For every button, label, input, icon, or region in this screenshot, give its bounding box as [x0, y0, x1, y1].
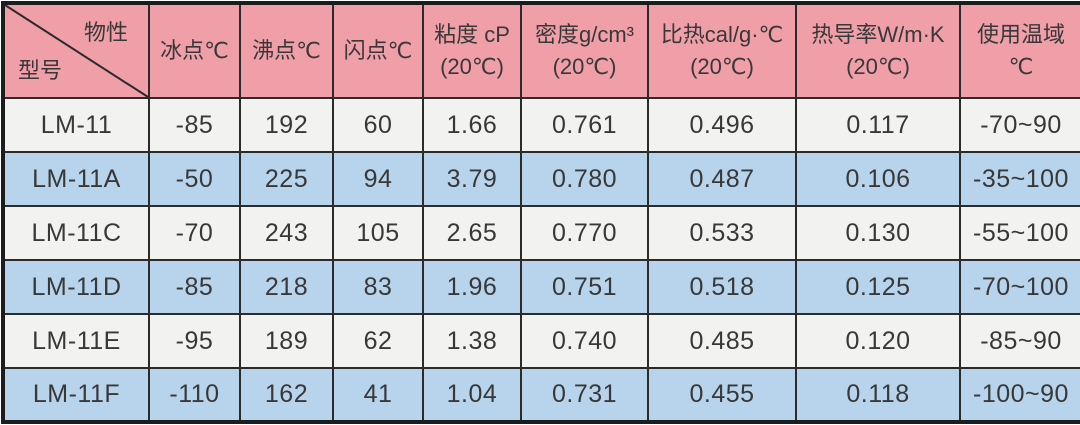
model-cell: LM-11F: [2, 367, 150, 423]
value-cell-boiling-point: 225: [239, 151, 334, 207]
col-header-condition: (20℃): [846, 54, 910, 79]
table-row-lm-11a: LM-11A -50 225 94 3.79 0.780 0.487 0.106…: [2, 151, 1080, 207]
col-header-viscosity: 粘度 cP (20℃): [422, 2, 522, 99]
col-header-label: 沸点℃: [252, 38, 321, 64]
value-cell-flash-point: 105: [332, 205, 424, 261]
value-cell-temp-range: -70~100: [959, 259, 1080, 315]
value-cell-freezing-point: -50: [148, 151, 241, 207]
value-cell-viscosity: 1.38: [422, 313, 522, 369]
value-cell-flash-point: 83: [332, 259, 424, 315]
value-cell-thermal-conductivity: 0.130: [795, 205, 961, 261]
table-row-lm-11d: LM-11D -85 218 83 1.96 0.751 0.518 0.125…: [2, 259, 1080, 315]
value-cell-density: 0.780: [520, 151, 649, 207]
corner-label-property: 物性: [83, 20, 128, 45]
value-cell-viscosity: 3.79: [422, 151, 522, 207]
value-cell-freezing-point: -70: [148, 205, 241, 261]
value-cell-viscosity: 1.66: [422, 97, 522, 153]
value-cell-density: 0.731: [520, 367, 649, 423]
col-header-label: 粘度 cP: [434, 22, 510, 48]
value-cell-density: 0.770: [520, 205, 649, 261]
col-header-condition: ℃: [1008, 54, 1034, 79]
value-cell-density: 0.740: [520, 313, 649, 369]
col-header-label: 冰点℃: [160, 38, 229, 64]
value-cell-boiling-point: 218: [239, 259, 334, 315]
model-cell: LM-11E: [2, 313, 150, 369]
value-cell-temp-range: -85~90: [959, 313, 1080, 369]
value-cell-boiling-point: 192: [239, 97, 334, 153]
value-cell-temp-range: -70~90: [959, 97, 1080, 153]
value-cell-flash-point: 60: [332, 97, 424, 153]
col-header-flash-point: 闪点℃: [332, 2, 424, 99]
value-cell-specific-heat: 0.485: [647, 313, 797, 369]
value-cell-thermal-conductivity: 0.125: [795, 259, 961, 315]
value-cell-viscosity: 1.04: [422, 367, 522, 423]
value-cell-freezing-point: -95: [148, 313, 241, 369]
table-row-lm-11e: LM-11E -95 189 62 1.38 0.740 0.485 0.120…: [2, 313, 1080, 369]
value-cell-specific-heat: 0.533: [647, 205, 797, 261]
model-cell: LM-11C: [2, 205, 150, 261]
col-header-label: 闪点℃: [343, 38, 413, 64]
value-cell-thermal-conductivity: 0.120: [795, 313, 961, 369]
col-header-density: 密度g/cm³ (20℃): [520, 2, 649, 99]
header-row: 物性 型号 冰点℃ 沸点℃ 闪点℃ 粘度 cP (20℃) 密度g/cm³: [2, 2, 1080, 99]
value-cell-density: 0.751: [520, 259, 649, 315]
col-header-label: 使用温域: [976, 22, 1065, 48]
value-cell-specific-heat: 0.455: [647, 367, 797, 423]
value-cell-temp-range: -35~100: [959, 151, 1080, 207]
col-header-label: 密度g/cm³: [534, 22, 634, 48]
diagonal-divider-line: [5, 5, 148, 97]
value-cell-density: 0.761: [520, 97, 649, 153]
value-cell-viscosity: 1.96: [422, 259, 522, 315]
col-header-boiling-point: 沸点℃: [239, 2, 334, 99]
value-cell-thermal-conductivity: 0.118: [795, 367, 961, 423]
value-cell-specific-heat: 0.487: [647, 151, 797, 207]
col-header-freezing-point: 冰点℃: [148, 2, 241, 99]
model-cell: LM-11: [2, 97, 150, 153]
corner-cell: 物性 型号: [2, 2, 150, 99]
value-cell-specific-heat: 0.518: [647, 259, 797, 315]
value-cell-boiling-point: 243: [239, 205, 334, 261]
col-header-condition: (20℃): [552, 54, 617, 79]
table-row-lm-11: LM-11 -85 192 60 1.66 0.761 0.496 0.117 …: [2, 97, 1080, 153]
value-cell-temp-range: -55~100: [959, 205, 1080, 261]
col-header-thermal-conductivity: 热导率W/m·K (20℃): [795, 2, 961, 99]
model-cell: LM-11D: [2, 259, 150, 315]
col-header-label: 热导率W/m·K: [811, 22, 945, 48]
value-cell-temp-range: -100~90: [959, 367, 1080, 423]
value-cell-boiling-point: 162: [239, 367, 334, 423]
value-cell-boiling-point: 189: [239, 313, 334, 369]
col-header-condition: (20℃): [440, 54, 504, 79]
model-cell: LM-11A: [2, 151, 150, 207]
value-cell-flash-point: 94: [332, 151, 424, 207]
col-header-operating-temp-range: 使用温域 ℃: [959, 2, 1080, 99]
value-cell-freezing-point: -85: [148, 97, 241, 153]
corner-label-model: 型号: [18, 58, 63, 84]
table-row-lm-11c: LM-11C -70 243 105 2.65 0.770 0.533 0.13…: [2, 205, 1080, 261]
col-header-condition: (20℃): [690, 54, 754, 79]
value-cell-viscosity: 2.65: [422, 205, 522, 261]
value-cell-specific-heat: 0.496: [647, 97, 797, 153]
value-cell-flash-point: 41: [332, 367, 424, 423]
col-header-label: 比热cal/g·℃: [660, 22, 784, 48]
value-cell-freezing-point: -110: [148, 367, 241, 423]
value-cell-thermal-conductivity: 0.106: [795, 151, 961, 207]
table-row-lm-11f: LM-11F -110 162 41 1.04 0.731 0.455 0.11…: [2, 367, 1080, 423]
value-cell-flash-point: 62: [332, 313, 424, 369]
value-cell-freezing-point: -85: [148, 259, 241, 315]
value-cell-thermal-conductivity: 0.117: [795, 97, 961, 153]
col-header-specific-heat: 比热cal/g·℃ (20℃): [647, 2, 797, 99]
